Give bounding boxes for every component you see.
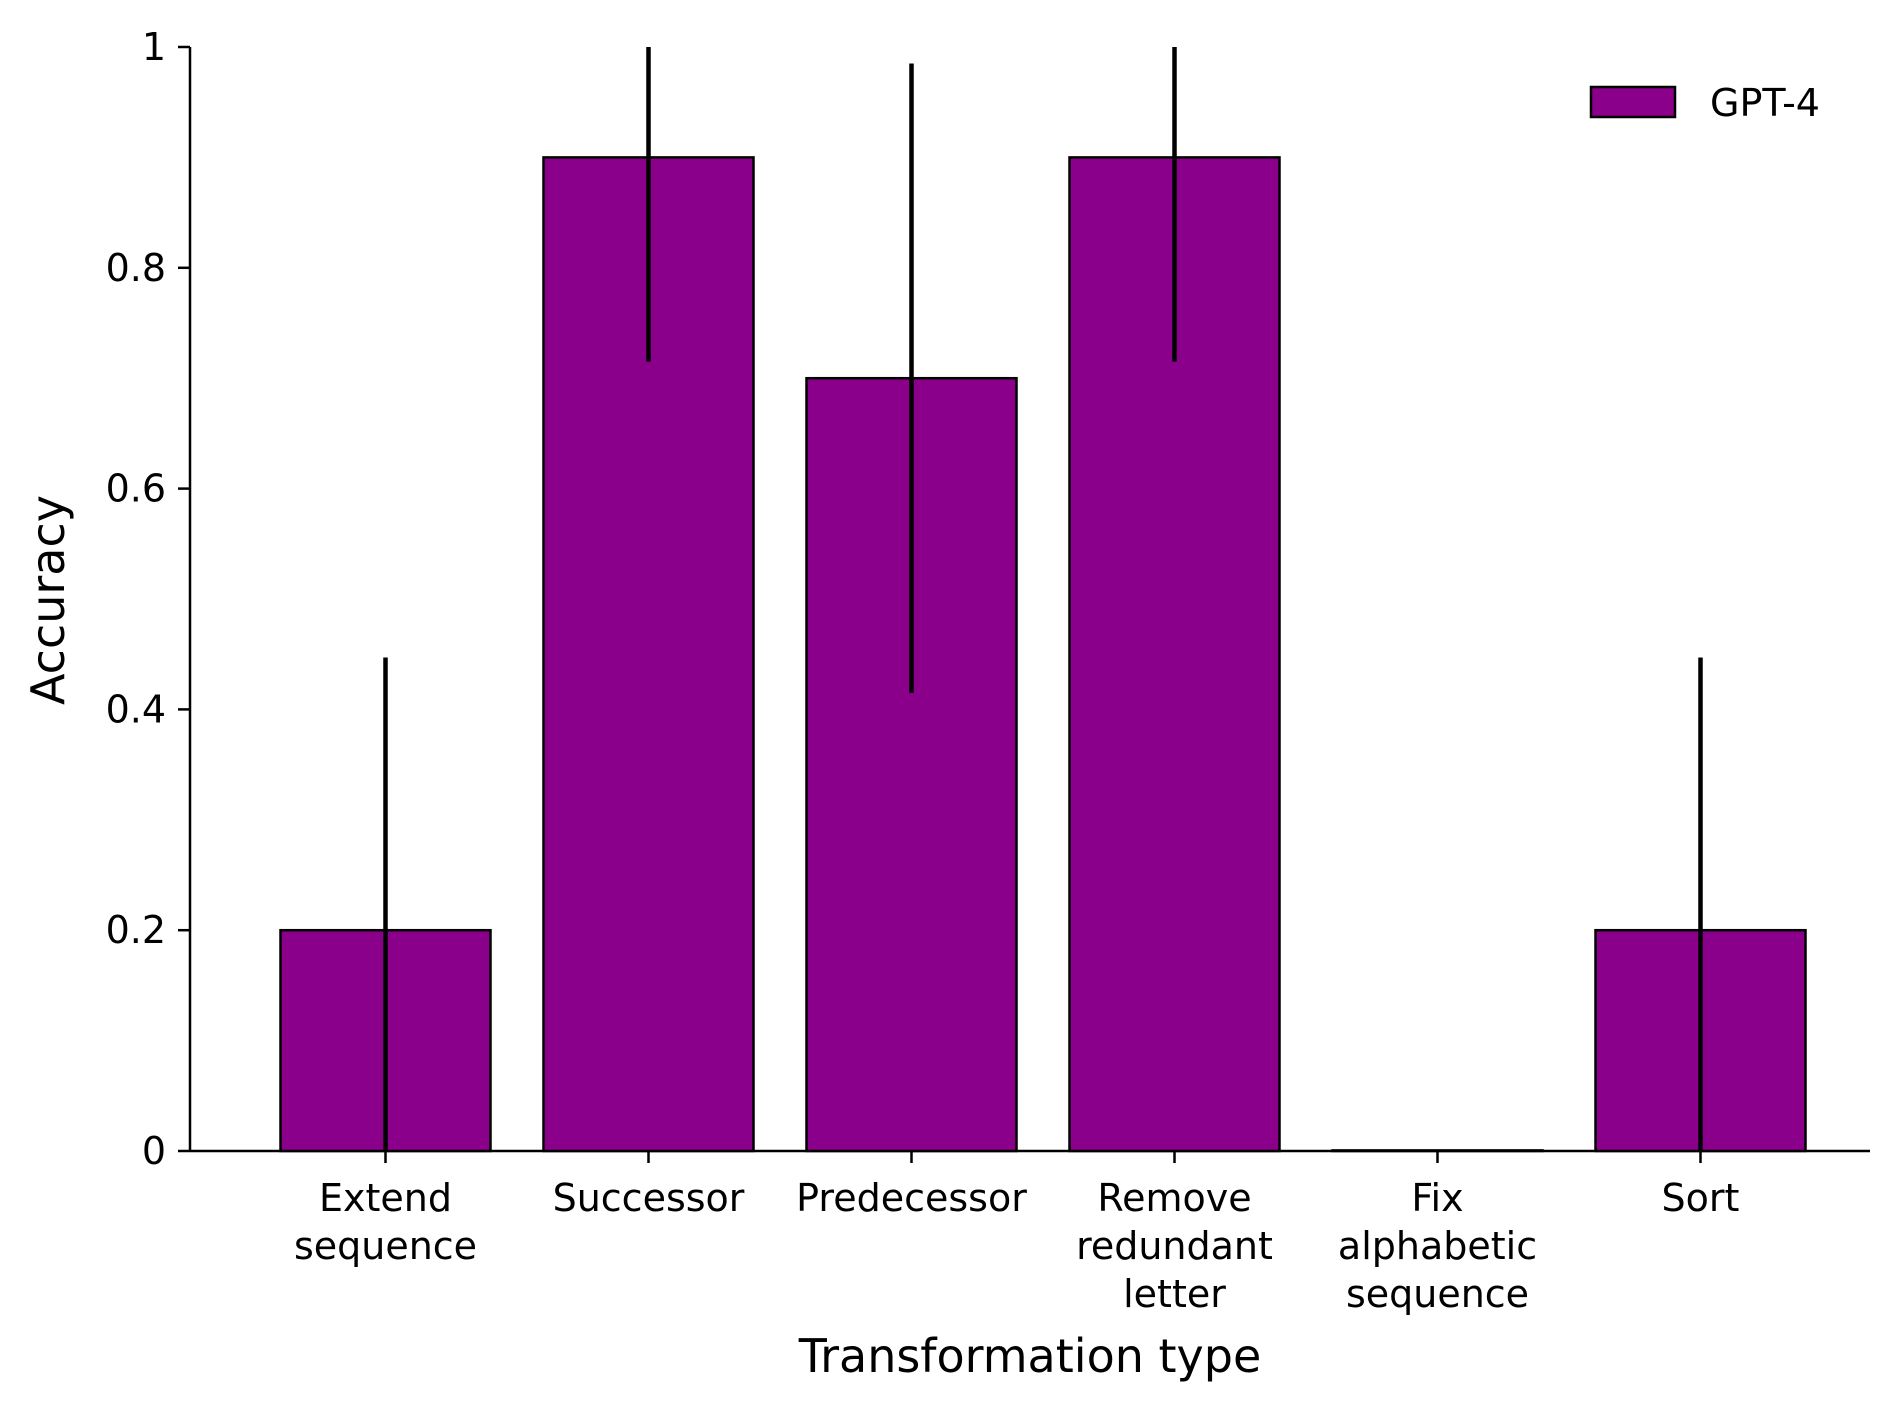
x-tick-label-line: Fix bbox=[1411, 1176, 1463, 1220]
bar bbox=[1331, 1149, 1544, 1153]
x-tick-label: Predecessor bbox=[796, 1176, 1027, 1220]
x-tick-label-line: Extend bbox=[319, 1176, 452, 1220]
x-tick-label-line: Remove bbox=[1097, 1176, 1251, 1220]
x-tick-label: Successor bbox=[553, 1176, 745, 1220]
y-axis-title: Accuracy bbox=[21, 495, 75, 705]
x-tick-label: Sort bbox=[1662, 1176, 1740, 1220]
x-tick-label-line: Successor bbox=[553, 1176, 745, 1220]
x-tick-label-line: sequence bbox=[1346, 1272, 1529, 1316]
x-tick-label: Extend sequence bbox=[294, 1176, 477, 1268]
x-tick-label-line: redundant bbox=[1076, 1224, 1273, 1268]
x-tick-label-line: sequence bbox=[294, 1224, 477, 1268]
legend: GPT-4 bbox=[1589, 81, 1820, 125]
error-bars bbox=[383, 47, 1703, 1151]
legend-swatch bbox=[1589, 85, 1677, 119]
y-tick-label: 0.8 bbox=[106, 246, 166, 290]
y-tick-label: 0.4 bbox=[106, 687, 166, 731]
y-tick-label: 0 bbox=[142, 1129, 166, 1173]
legend-label: GPT-4 bbox=[1710, 81, 1820, 125]
y-tick-label: 0.2 bbox=[106, 908, 166, 952]
y-tick-label: 0.6 bbox=[106, 467, 166, 511]
x-axis-title: Transformation type bbox=[798, 1329, 1262, 1383]
x-tick-label-line: Predecessor bbox=[796, 1176, 1027, 1220]
x-tick-label: Remove redundant letter bbox=[1076, 1176, 1273, 1316]
x-tick-label: Fix alphabetic sequence bbox=[1338, 1176, 1537, 1316]
bars bbox=[279, 156, 1807, 1153]
x-tick-label-line: alphabetic bbox=[1338, 1224, 1537, 1268]
x-tick-label-line: Sort bbox=[1662, 1176, 1740, 1220]
x-tick-label-line: letter bbox=[1123, 1272, 1226, 1316]
y-tick-label: 1 bbox=[142, 25, 166, 69]
y-axis: 0 0.2 0.4 0.6 0.8 1 bbox=[106, 25, 192, 1173]
